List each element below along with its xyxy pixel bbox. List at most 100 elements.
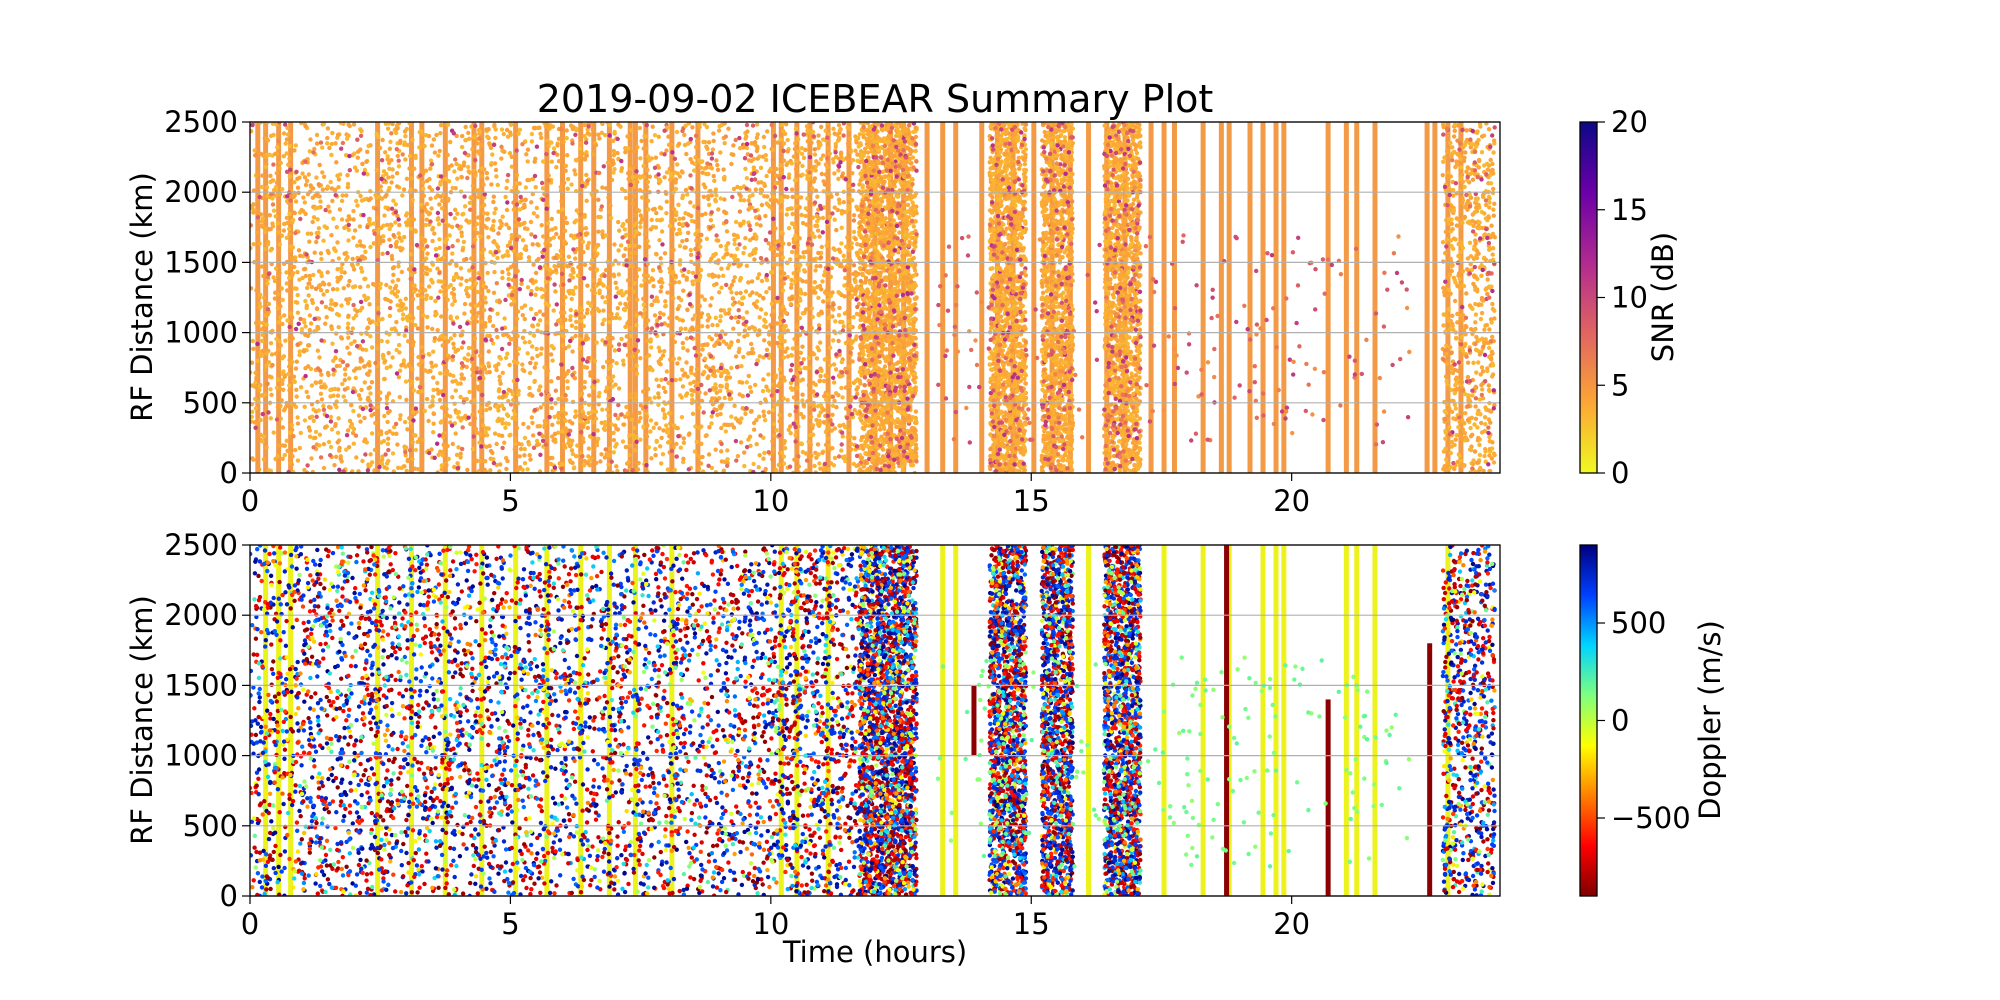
scatter-points — [1011, 797, 1017, 802]
scatter-points — [902, 798, 908, 803]
scatter-points — [396, 642, 402, 647]
scatter-points — [1003, 241, 1008, 247]
scatter-points — [1133, 641, 1139, 646]
scatter-points — [536, 712, 541, 717]
scatter-points — [1019, 142, 1025, 148]
scatter-points — [1007, 648, 1012, 653]
scatter-points — [657, 820, 662, 825]
scatter-points — [710, 875, 715, 880]
scatter-points — [1046, 415, 1051, 420]
scatter-points — [1022, 604, 1027, 610]
scatter-points — [995, 255, 1000, 260]
scatter-points — [836, 338, 841, 344]
scatter-points — [1102, 567, 1124, 889]
scatter-points — [1000, 839, 1006, 844]
scatter-points — [1382, 270, 1387, 275]
scatter-points — [987, 826, 993, 831]
scatter-points — [1054, 616, 1059, 621]
scatter-points — [883, 723, 894, 755]
scatter-points — [1109, 716, 1115, 721]
scatter-points — [1005, 783, 1010, 788]
scatter-points — [911, 655, 917, 660]
scatter-points — [839, 442, 844, 447]
scatter-points — [380, 637, 639, 779]
scatter-points — [1109, 206, 1114, 212]
scan-stripe — [1273, 122, 1279, 473]
scatter-points — [1060, 807, 1066, 813]
scatter-points — [894, 609, 900, 614]
scan-stripe — [1458, 122, 1464, 473]
scatter-points — [576, 232, 581, 238]
scatter-points — [372, 557, 378, 562]
scatter-points — [408, 546, 413, 552]
scatter-points — [379, 792, 384, 798]
scatter-points — [308, 756, 313, 761]
scatter-points — [562, 743, 568, 749]
scatter-points — [1105, 186, 1110, 192]
scatter-points — [270, 202, 276, 207]
scatter-points — [304, 252, 309, 257]
scatter-points — [1117, 349, 1123, 354]
scan-stripe — [1200, 545, 1206, 896]
scatter-points — [1063, 777, 1069, 782]
scatter-points — [883, 686, 888, 691]
scatter-points — [1456, 360, 1462, 365]
scatter-points — [391, 771, 396, 776]
scatter-points — [1062, 679, 1068, 684]
scatter-points — [764, 353, 769, 358]
scatter-points — [892, 810, 898, 815]
scatter-points — [857, 872, 863, 877]
scatter-points — [879, 588, 884, 594]
scatter-points — [1040, 123, 1075, 472]
scatter-points — [1052, 662, 1057, 667]
scatter-points — [1002, 192, 1007, 197]
scan-stripe — [1086, 122, 1092, 473]
scatter-points — [375, 698, 645, 851]
scatter-points — [1003, 748, 1008, 754]
scatter-points — [628, 839, 634, 845]
scatter-points — [1040, 843, 1045, 848]
scatter-points — [1114, 695, 1119, 700]
scatter-points — [670, 150, 675, 155]
scatter-points — [874, 763, 879, 768]
scatter-points — [1004, 398, 1009, 403]
x-tick-label: 20 — [1273, 484, 1310, 518]
scatter-points — [1102, 892, 1107, 896]
scatter-points — [709, 210, 714, 215]
scatter-points — [988, 658, 994, 663]
scatter-points — [363, 557, 772, 896]
scan-stripe — [1148, 122, 1154, 473]
scatter-points — [859, 122, 919, 457]
scatter-points — [273, 562, 278, 568]
strong-echo-stripe — [1427, 643, 1433, 896]
scatter-points — [1475, 174, 1480, 180]
scatter-points — [1066, 203, 1071, 209]
scatter-points — [840, 328, 846, 333]
scatter-points — [1018, 246, 1023, 252]
scatter-points — [389, 131, 394, 136]
scatter-points — [991, 244, 996, 249]
scatter-points — [993, 629, 998, 634]
x-tick-label: 10 — [752, 484, 789, 518]
scatter-points — [295, 342, 300, 347]
scatter-points — [885, 635, 891, 652]
scan-stripe — [1343, 545, 1349, 896]
scatter-points — [1060, 572, 1065, 577]
scatter-points — [1121, 854, 1126, 860]
scatter-points — [991, 691, 997, 697]
scatter-points — [1135, 217, 1141, 223]
scatter-points — [897, 690, 904, 723]
scan-stripe — [1325, 122, 1331, 473]
scatter-points — [638, 821, 644, 826]
scatter-points — [1056, 415, 1061, 421]
scatter-points — [1108, 797, 1140, 812]
scatter-points — [1117, 463, 1123, 469]
scatter-points — [1391, 250, 1397, 256]
scatter-points — [906, 619, 911, 624]
scatter-points — [1039, 122, 1075, 473]
scatter-points — [988, 128, 1027, 473]
scatter-points — [1117, 650, 1122, 655]
scan-stripe — [1260, 545, 1266, 896]
scatter-points — [1043, 654, 1052, 879]
scatter-points — [1066, 150, 1072, 155]
